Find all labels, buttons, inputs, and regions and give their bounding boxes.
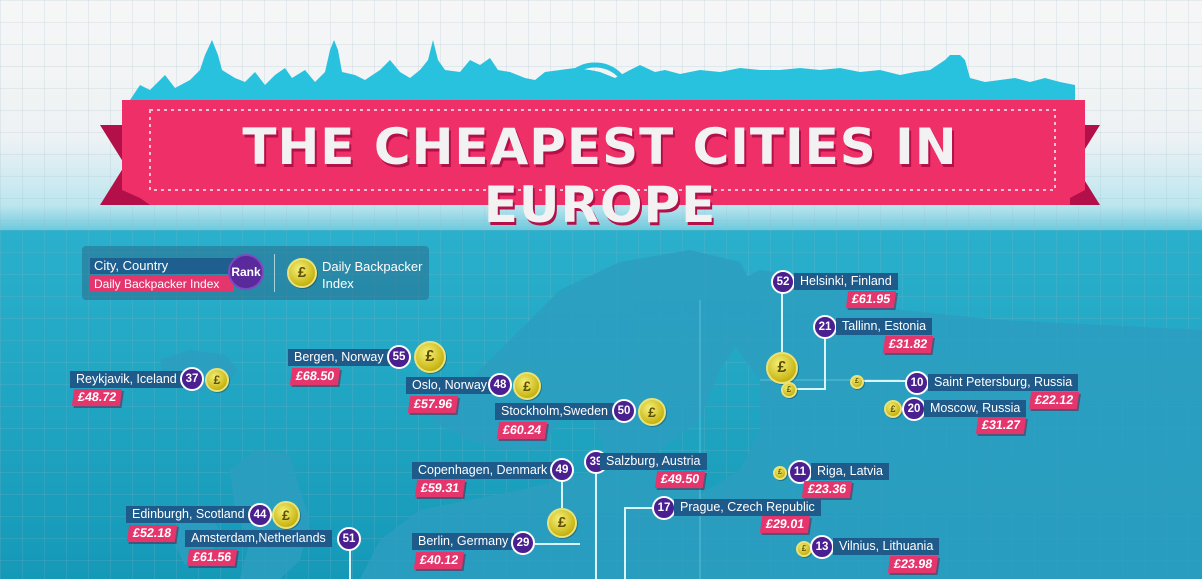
price-tag: £52.18 [126, 525, 178, 542]
legend-city-country: City, Country [90, 258, 239, 274]
pound-coin-icon: £ [547, 508, 577, 538]
price-tag: £68.50 [289, 368, 341, 385]
city-label: Helsinki, Finland [794, 273, 898, 290]
city-skyline [130, 40, 1075, 101]
price-tag: £31.27 [975, 417, 1027, 434]
pound-coin-icon: £ [850, 375, 864, 389]
city-label: Moscow, Russia [924, 400, 1027, 417]
price-tag: £57.96 [407, 396, 459, 413]
connector-tallinn-h [793, 388, 826, 390]
pound-coin-icon: £ [287, 258, 317, 288]
pound-coin-icon: £ [773, 466, 787, 480]
city-label: Bergen, Norway [288, 349, 390, 366]
price-tag: £48.72 [71, 389, 123, 406]
city-label: Vilnius, Lithuania [833, 538, 940, 555]
legend-divider [274, 254, 275, 292]
price-tag: £29.01 [759, 516, 811, 533]
pound-coin-icon: £ [414, 341, 446, 373]
price-tag: £61.56 [186, 549, 238, 566]
connector-helsinki [781, 292, 783, 352]
pound-coin-icon: £ [513, 372, 541, 400]
city-label: Edinburgh, Scotland [126, 506, 251, 523]
pound-coin-icon: £ [272, 501, 300, 529]
city-label: Riga, Latvia [811, 463, 890, 480]
rank-badge: 13 [810, 535, 834, 559]
city-label: Prague, Czech Republic [674, 499, 821, 516]
connector-amsterdam [349, 548, 351, 579]
pound-coin-icon: £ [781, 382, 797, 398]
price-tag: £23.98 [887, 556, 939, 573]
price-tag: £60.24 [496, 422, 548, 439]
city-label: Stockholm,Sweden [495, 403, 615, 420]
page-title: THE CHEAPEST CITIES IN EUROPE [242, 118, 958, 234]
connector-copenhagen [561, 478, 563, 508]
city-label: Amsterdam,Netherlands [185, 530, 332, 547]
pound-coin-icon: £ [205, 368, 229, 392]
rank-badge: 29 [511, 531, 535, 555]
price-tag: £40.12 [413, 552, 465, 569]
connector-berlin [535, 543, 580, 545]
city-label: Berlin, Germany [412, 533, 515, 550]
price-tag: £49.50 [654, 471, 706, 488]
rank-badge: 17 [652, 496, 676, 520]
pound-coin-icon: £ [638, 398, 666, 426]
legend-daily-index: Daily Backpacker Index [90, 276, 234, 292]
rank-badge: 48 [488, 373, 512, 397]
city-label: Saint Petersburg, Russia [928, 374, 1079, 391]
rank-badge: 44 [248, 503, 272, 527]
title-ribbon [100, 100, 1100, 205]
legend: City, Country Daily Backpacker Index Ran… [82, 246, 429, 300]
rank-badge: 51 [337, 527, 361, 551]
pound-coin-icon: £ [766, 352, 798, 384]
price-tag: £59.31 [414, 480, 466, 497]
rank-badge: 20 [902, 397, 926, 421]
rank-badge: 52 [771, 270, 795, 294]
rank-badge: 50 [612, 399, 636, 423]
rank-badge: 49 [550, 458, 574, 482]
connector-tallinn [824, 337, 826, 389]
legend-rank-badge: Rank [228, 254, 264, 290]
city-label: Tallinn, Estonia [836, 318, 933, 335]
legend-coin-label: Daily Backpacker Index [322, 259, 423, 291]
city-label: Reykjavik, Iceland [70, 371, 183, 388]
price-tag: £23.36 [801, 481, 853, 498]
pound-coin-icon: £ [884, 400, 902, 418]
city-label: Copenhagen, Denmark [412, 462, 554, 479]
price-tag: £22.12 [1028, 392, 1080, 409]
connector-prague-h [624, 507, 654, 509]
connector-prague [624, 508, 626, 579]
connector-salzburg [595, 470, 597, 579]
rank-badge: 21 [813, 315, 837, 339]
rank-badge: 37 [180, 367, 204, 391]
city-label: Oslo, Norway [406, 377, 494, 394]
rank-badge: 55 [387, 345, 411, 369]
price-tag: £31.82 [882, 336, 934, 353]
price-tag: £61.95 [845, 291, 897, 308]
city-label: Salzburg, Austria [600, 453, 707, 470]
rank-badge: 10 [905, 371, 929, 395]
connector-stpetersburg [862, 380, 906, 382]
